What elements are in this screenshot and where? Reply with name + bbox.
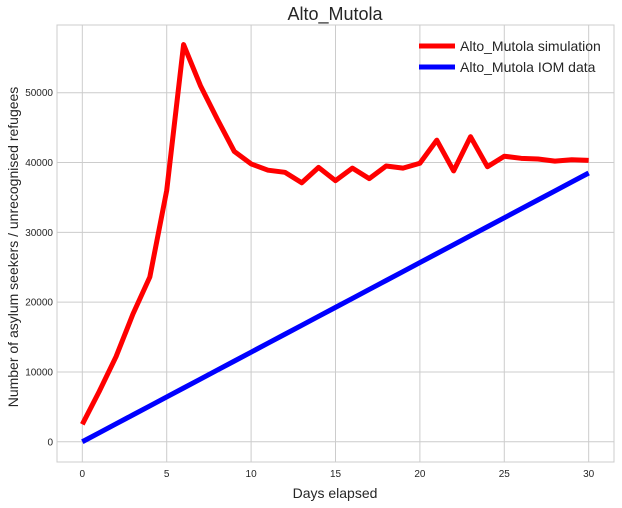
x-tick-label: 15 (330, 469, 342, 480)
y-tick-label: 40000 (25, 158, 53, 169)
y-tick-label: 0 (47, 437, 53, 448)
series-line-1 (80, 42, 589, 426)
x-tick-label: 30 (583, 469, 595, 480)
legend: Alto_Mutola simulation Alto_Mutola IOM da… (419, 38, 601, 75)
grid-lines (57, 25, 614, 462)
y-tick-label: 30000 (25, 228, 53, 239)
series-line-2 (81, 170, 590, 444)
x-tick-label: 0 (80, 469, 86, 480)
x-axis-title: Days elapsed (293, 485, 378, 501)
chart-title: Alto_Mutola (287, 4, 383, 25)
y-tick-label: 10000 (25, 367, 53, 378)
series-layer (80, 42, 590, 444)
x-axis-ticks: 0 5 10 15 20 25 30 (80, 469, 595, 480)
y-tick-label: 20000 (25, 298, 53, 309)
x-tick-label: 10 (246, 469, 258, 480)
y-tick-label: 50000 (25, 88, 53, 99)
y-axis-title: Number of asylum seekers / unrecognised … (5, 87, 21, 408)
legend-label-2: Alto_Mutola IOM data (460, 59, 596, 75)
plot-frame (56, 24, 615, 463)
legend-label-1: Alto_Mutola simulation (460, 38, 601, 54)
x-tick-label: 25 (499, 469, 511, 480)
x-tick-label: 20 (414, 469, 426, 480)
y-axis-ticks: 0 10000 20000 30000 40000 50000 (25, 88, 53, 448)
x-tick-label: 5 (164, 469, 170, 480)
